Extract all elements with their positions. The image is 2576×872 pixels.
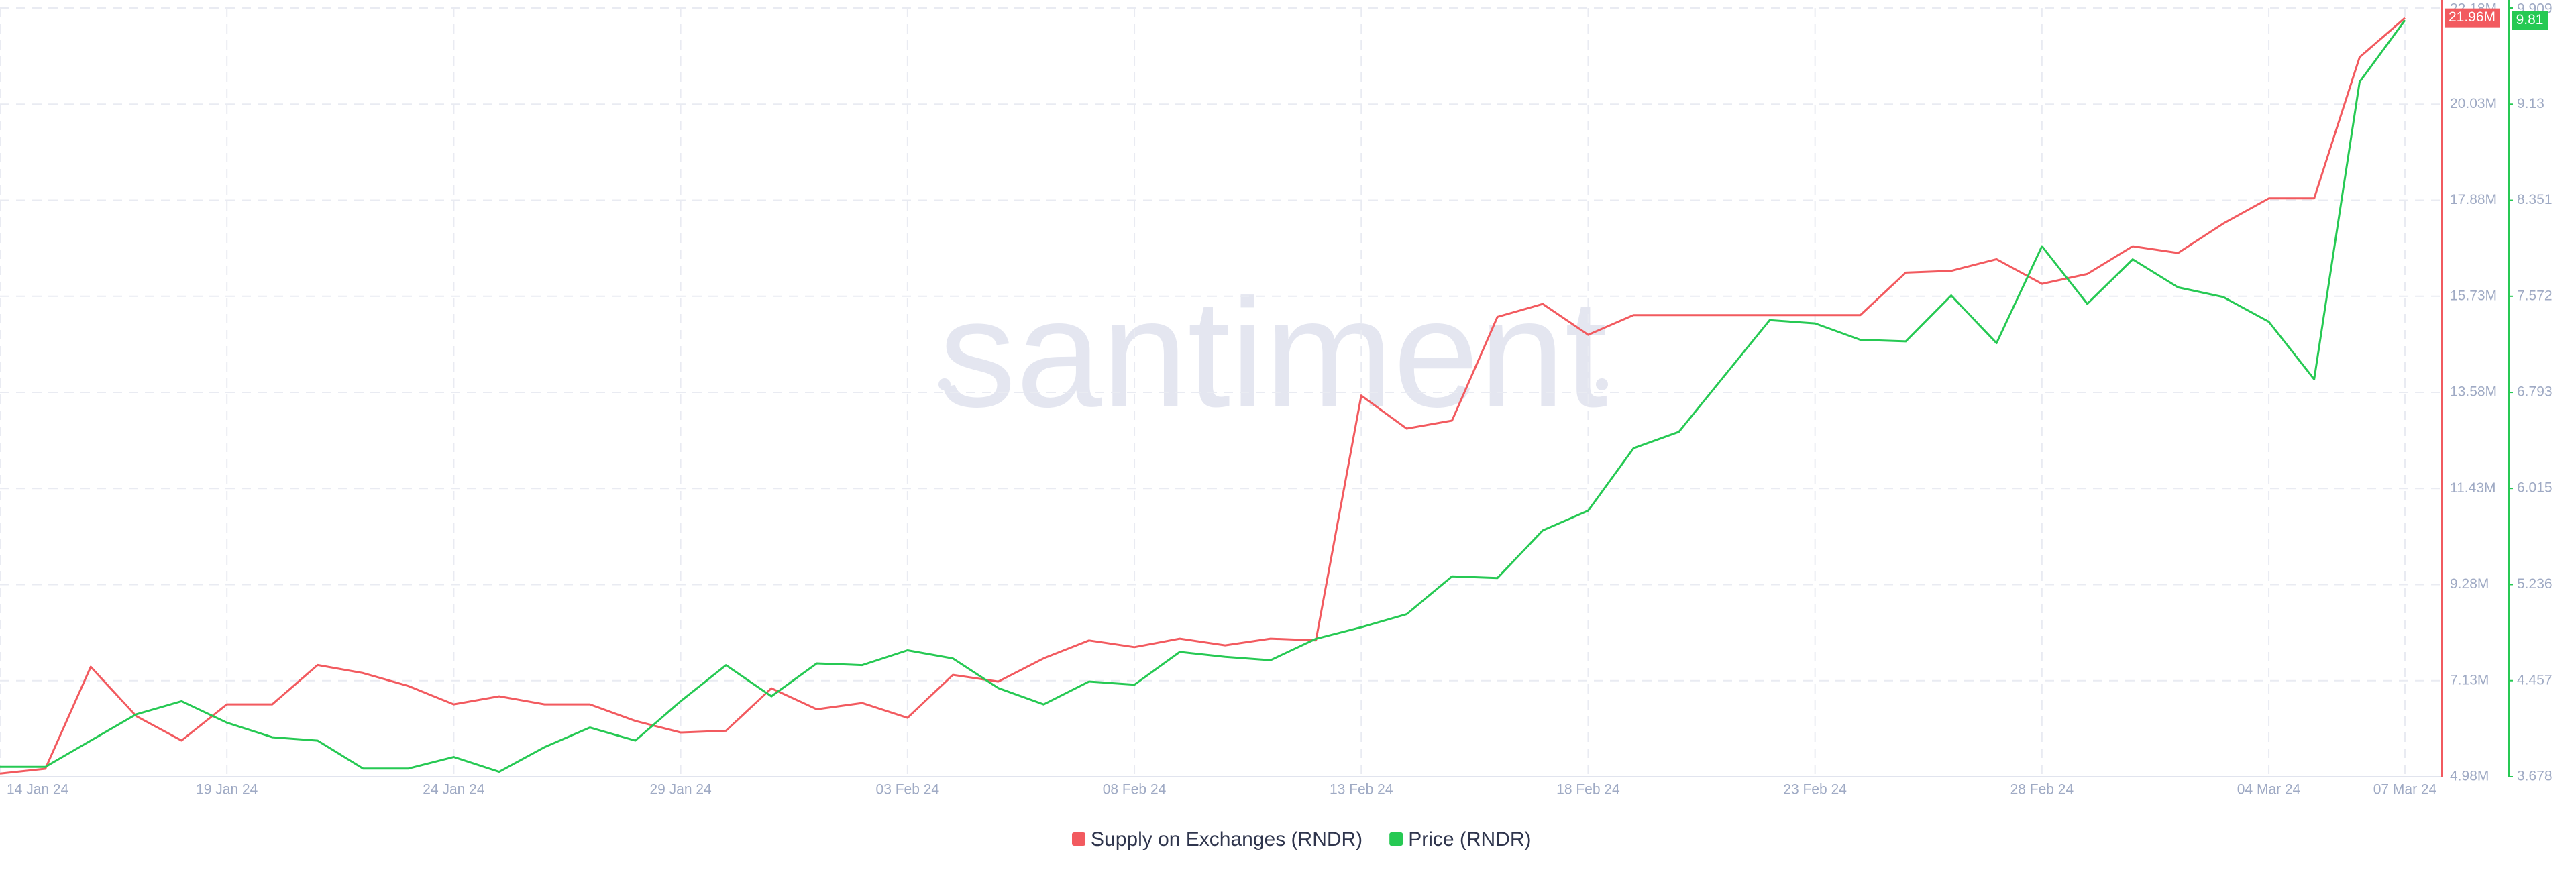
y2-tick-label: 9.13 xyxy=(2517,96,2544,111)
last-value-badge xyxy=(2512,11,2548,30)
y-tick-label: 4.98M xyxy=(2450,769,2489,784)
y2-tick-label: 7.572 xyxy=(2517,288,2553,303)
series-line xyxy=(0,19,2406,773)
x-tick-label: 14 Jan 24 xyxy=(7,782,69,798)
series-line xyxy=(0,17,2406,775)
x-tick-label: 23 Feb 24 xyxy=(1783,782,1847,798)
y-tick-label: 15.73M xyxy=(2450,288,2497,303)
y2-tick-label: 8.351 xyxy=(2517,192,2553,207)
x-tick-label: 28 Feb 24 xyxy=(2010,782,2074,798)
y-tick-label: 9.28M xyxy=(2450,576,2489,592)
watermark-text: santiment xyxy=(938,267,1607,439)
legend-label: Price (RNDR) xyxy=(1408,828,1531,851)
x-tick-label: 18 Feb 24 xyxy=(1556,782,1620,798)
y-tick-label: 7.13M xyxy=(2450,672,2489,688)
y2-tick-label: 5.236 xyxy=(2517,576,2553,592)
last-value-label: 21.96M xyxy=(2449,9,2496,25)
y-tick-label: 11.43M xyxy=(2450,480,2496,496)
last-value-label: 9.81 xyxy=(2516,12,2544,28)
watermark-dot xyxy=(1596,378,1608,390)
x-tick-label: 04 Mar 24 xyxy=(2237,782,2301,798)
legend-label: Supply on Exchanges (RNDR) xyxy=(1091,828,1362,851)
x-tick-label: 08 Feb 24 xyxy=(1103,782,1167,798)
x-tick-label: 03 Feb 24 xyxy=(876,782,940,798)
x-tick-label: 13 Feb 24 xyxy=(1330,782,1393,798)
last-value-badge xyxy=(2445,8,2500,28)
legend-swatch xyxy=(1389,832,1403,846)
y2-tick-label: 4.457 xyxy=(2517,672,2553,688)
y-tick-label: 20.03M xyxy=(2450,96,2497,111)
y-tick-label: 17.88M xyxy=(2450,192,2497,207)
y-tick-label: 13.58M xyxy=(2450,384,2497,400)
x-tick-label: 29 Jan 24 xyxy=(649,782,712,798)
y2-tick-label: 6.793 xyxy=(2517,384,2553,400)
y2-tick-label: 6.015 xyxy=(2517,480,2553,496)
x-tick-label: 24 Jan 24 xyxy=(423,782,485,798)
x-tick-label: 07 Mar 24 xyxy=(2373,782,2437,798)
legend-swatch xyxy=(1072,832,1085,846)
y2-tick-label: 3.678 xyxy=(2517,769,2553,784)
watermark-dot xyxy=(938,378,951,390)
watermark: santiment xyxy=(938,267,1608,439)
x-tick-label: 19 Jan 24 xyxy=(196,782,258,798)
legend: Supply on Exchanges (RNDR) Price (RNDR) xyxy=(1072,828,1532,851)
